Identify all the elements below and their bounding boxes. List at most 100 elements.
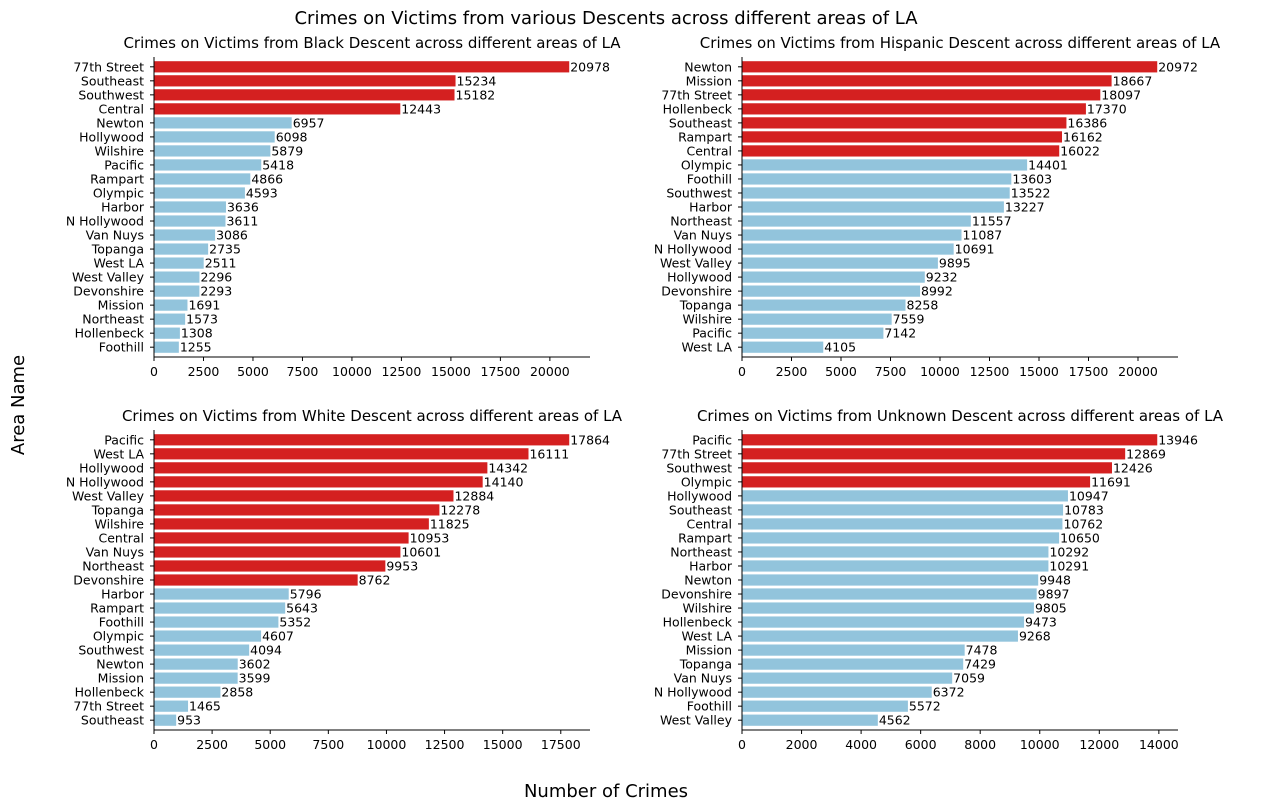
value-label: 10953 xyxy=(410,530,450,545)
x-tick-label: 0 xyxy=(150,737,158,752)
x-axis-label: Number of Crimes xyxy=(524,781,688,802)
category-label: Southeast xyxy=(81,73,144,88)
x-tick-label: 4000 xyxy=(845,737,877,752)
category-label: Devonshire xyxy=(73,284,144,299)
bar-west-valley xyxy=(742,714,878,726)
category-label: Northeast xyxy=(82,312,144,327)
category-label: Van Nuys xyxy=(674,228,732,243)
value-label: 10292 xyxy=(1049,544,1089,559)
value-label: 9805 xyxy=(1035,601,1067,616)
value-label: 10947 xyxy=(1069,488,1109,503)
value-label: 11557 xyxy=(972,214,1012,229)
x-tick-label: 2500 xyxy=(776,364,808,379)
bar-topanga xyxy=(154,243,209,255)
value-label: 2511 xyxy=(205,256,237,271)
category-label: Harbor xyxy=(101,200,145,215)
category-label: Southwest xyxy=(666,460,732,475)
value-label: 12884 xyxy=(454,488,494,503)
bar-southeast xyxy=(154,75,456,87)
bar-pacific xyxy=(154,159,262,171)
category-label: Hollenbeck xyxy=(663,615,733,630)
bar-hollenbeck xyxy=(154,686,221,698)
value-label: 9953 xyxy=(386,558,418,573)
bar-southeast xyxy=(742,504,1064,516)
value-label: 10650 xyxy=(1060,530,1100,545)
x-tick-label: 0 xyxy=(738,364,746,379)
category-label: Pacific xyxy=(104,432,144,447)
value-label: 6957 xyxy=(293,115,325,130)
category-label: Foothill xyxy=(99,615,144,630)
category-label: Topanga xyxy=(679,298,732,313)
bar-n-hollywood xyxy=(154,215,226,227)
category-label: Newton xyxy=(96,657,144,672)
value-label: 17864 xyxy=(570,432,610,447)
bar-rampart xyxy=(154,602,286,614)
value-label: 12426 xyxy=(1113,460,1153,475)
value-label: 10783 xyxy=(1064,502,1104,517)
value-label: 4593 xyxy=(246,185,278,200)
bar-devonshire xyxy=(154,285,200,297)
category-label: N Hollywood xyxy=(66,214,144,229)
category-label: Mission xyxy=(98,298,144,313)
x-tick-label: 10000 xyxy=(1020,737,1060,752)
bar-southeast xyxy=(154,714,177,726)
bar-devonshire xyxy=(742,285,921,297)
category-label: Central xyxy=(98,101,144,116)
category-label: West Valley xyxy=(660,256,733,271)
category-label: Southeast xyxy=(669,115,732,130)
category-label: Newton xyxy=(96,115,144,130)
x-tick-label: 0 xyxy=(150,364,158,379)
category-label: Northeast xyxy=(82,558,144,573)
value-label: 9232 xyxy=(926,270,958,285)
category-label: Southwest xyxy=(78,643,144,658)
value-label: 4105 xyxy=(824,340,856,355)
category-label: 77th Street xyxy=(73,59,144,74)
category-label: Harbor xyxy=(689,200,733,215)
value-label: 14140 xyxy=(484,474,524,489)
x-tick-label: 12000 xyxy=(1079,737,1119,752)
category-label: 77th Street xyxy=(661,87,732,102)
x-tick-label: 7500 xyxy=(875,364,907,379)
value-label: 6372 xyxy=(933,685,965,700)
value-label: 11691 xyxy=(1091,474,1131,489)
category-label: Rampart xyxy=(90,601,144,616)
value-label: 3636 xyxy=(227,200,259,215)
category-label: West LA xyxy=(681,629,732,644)
category-label: Mission xyxy=(686,643,732,658)
value-label: 2735 xyxy=(209,242,241,257)
value-label: 5572 xyxy=(909,699,941,714)
x-tick-label: 0 xyxy=(738,737,746,752)
bar-newton xyxy=(742,574,1039,586)
category-label: Olympic xyxy=(93,185,144,200)
value-label: 3086 xyxy=(216,228,248,243)
category-label: Harbor xyxy=(689,558,733,573)
value-label: 9895 xyxy=(939,256,971,271)
value-label: 9897 xyxy=(1038,587,1070,602)
value-label: 11087 xyxy=(963,228,1003,243)
category-label: Topanga xyxy=(91,242,144,257)
panel-title: Crimes on Victims from Unknown Descent a… xyxy=(697,407,1224,425)
value-label: 2293 xyxy=(200,284,232,299)
x-tick-label: 5000 xyxy=(825,364,857,379)
bar-southwest xyxy=(154,644,250,656)
bar-pacific xyxy=(742,327,884,339)
bar-pacific xyxy=(742,434,1158,446)
bar-hollenbeck xyxy=(742,616,1025,628)
bar-northeast xyxy=(742,546,1049,558)
category-label: Newton xyxy=(684,59,732,74)
panel-black-descent: Crimes on Victims from Black Descent acr… xyxy=(66,34,621,379)
category-label: Central xyxy=(686,516,732,531)
x-tick-label: 10000 xyxy=(332,364,372,379)
bar-central xyxy=(742,145,1060,157)
value-label: 11825 xyxy=(430,516,470,531)
bar-hollenbeck xyxy=(154,327,180,339)
value-label: 1573 xyxy=(186,312,218,327)
category-label: Van Nuys xyxy=(86,544,144,559)
category-label: Devonshire xyxy=(661,587,732,602)
category-label: Northeast xyxy=(670,214,732,229)
category-label: West LA xyxy=(681,340,732,355)
bar-wilshire xyxy=(154,145,271,157)
value-label: 1308 xyxy=(181,326,213,341)
category-label: N Hollywood xyxy=(654,242,732,257)
bar-newton xyxy=(154,658,238,670)
